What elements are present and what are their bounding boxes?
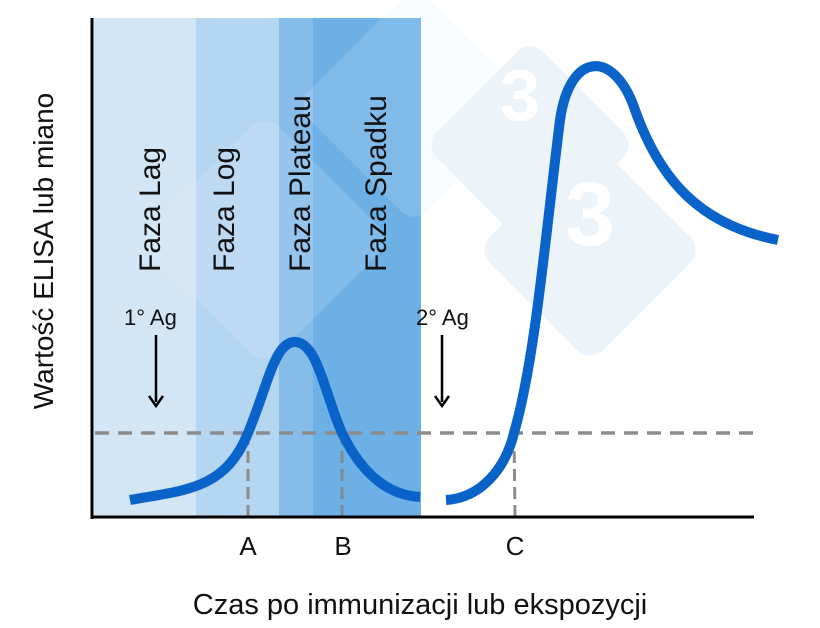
y-axis-title: Wartość ELISA lub miano	[28, 93, 59, 409]
phase-label-spadku: Faza Spadku	[360, 95, 393, 272]
marker-b-label: B	[334, 531, 351, 561]
marker-c-label: C	[506, 531, 525, 561]
svg-text:3: 3	[500, 56, 540, 136]
secondary-antigen-arrow-icon	[433, 335, 451, 409]
primary-response-curve	[129, 337, 421, 505]
svg-text:3: 3	[565, 165, 615, 265]
phase-label-plateau: Faza Plateau	[284, 95, 317, 272]
secondary-response-curve	[445, 61, 779, 505]
primary-antigen-label: 1° Ag	[124, 305, 177, 330]
phase-label-lag: Faza Lag	[134, 147, 167, 272]
primary-antigen-arrow-icon	[147, 335, 165, 409]
x-axis-title: Czas po immunizacji lub ekspozycji	[193, 589, 648, 621]
marker-a-label: A	[239, 531, 257, 561]
phase-label-log: Faza Log	[208, 147, 241, 272]
marker-c-dropline	[512, 432, 517, 518]
secondary-antigen-label: 2° Ag	[416, 305, 469, 330]
